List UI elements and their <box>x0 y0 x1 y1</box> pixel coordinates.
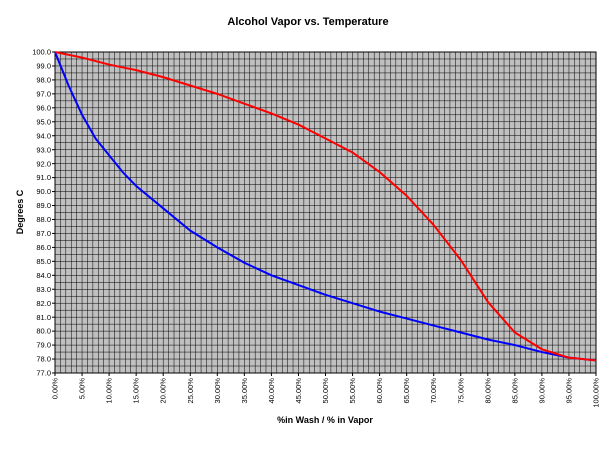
y-tick-label: 77.0 <box>36 369 51 378</box>
series-line-2 <box>54 51 597 362</box>
x-tick-label: 15.00% <box>132 378 141 404</box>
y-tick-label: 87.0 <box>36 229 51 238</box>
x-tick-label: 20.00% <box>159 378 168 404</box>
x-axis-ticks: 0.00% 5.00% 10.00% 15.00% 20.00% 25.00% 30.00%… <box>51 373 601 408</box>
y-tick-label: 99.0 <box>36 62 51 71</box>
y-tick-label: 86.0 <box>36 243 51 252</box>
y-tick-label: 90.0 <box>36 187 51 196</box>
x-tick-label: 0.00% <box>51 378 60 400</box>
series-line-1 <box>54 51 597 362</box>
y-tick-label: 89.0 <box>36 201 51 210</box>
x-tick-label: 80.00% <box>483 378 492 404</box>
y-tick-label: 82.0 <box>36 299 51 308</box>
x-tick-label: 85.00% <box>510 378 519 404</box>
x-tick-label: 65.00% <box>402 378 411 404</box>
y-tick-label: 92.0 <box>36 159 51 168</box>
y-axis-label: Degrees C <box>15 189 25 234</box>
y-tick-label: 96.0 <box>36 103 51 112</box>
x-axis-label: %in Wash / % in Vapor <box>277 415 373 425</box>
x-tick-label: 10.00% <box>105 378 114 404</box>
y-tick-label: 97.0 <box>36 89 51 98</box>
x-tick-label: 100.00% <box>592 378 601 408</box>
x-tick-label: 95.00% <box>564 378 573 404</box>
x-tick-label: 30.00% <box>213 378 222 404</box>
x-tick-label: 25.00% <box>186 378 195 404</box>
x-tick-label: 35.00% <box>240 378 249 404</box>
x-tick-label: 5.00% <box>78 378 87 400</box>
y-tick-label: 88.0 <box>36 215 51 224</box>
y-tick-label: 93.0 <box>36 145 51 154</box>
x-tick-label: 70.00% <box>429 378 438 404</box>
series-layer <box>54 51 597 362</box>
x-tick-label: 90.00% <box>537 378 546 404</box>
y-tick-label: 84.0 <box>36 271 51 280</box>
x-tick-label: 40.00% <box>267 378 276 404</box>
y-tick-label: 95.0 <box>36 117 51 126</box>
y-tick-label: 78.0 <box>36 355 51 364</box>
x-tick-label: 45.00% <box>294 378 303 404</box>
y-tick-label: 94.0 <box>36 131 51 140</box>
grid <box>55 52 596 373</box>
x-tick-label: 75.00% <box>456 378 465 404</box>
chart-title: Alcohol Vapor vs. Temperature <box>227 16 388 28</box>
y-tick-label: 79.0 <box>36 341 51 350</box>
y-tick-label: 83.0 <box>36 285 51 294</box>
y-tick-label: 100.0 <box>32 48 51 57</box>
y-tick-label: 81.0 <box>36 313 51 322</box>
y-tick-label: 98.0 <box>36 76 51 85</box>
x-tick-label: 60.00% <box>375 378 384 404</box>
y-tick-label: 85.0 <box>36 257 51 266</box>
x-tick-label: 50.00% <box>321 378 330 404</box>
y-axis-ticks: 77.0 78.0 79.0 80.0 81.0 82.0 83.0 84.0 85.0 86.0… <box>32 48 55 378</box>
y-tick-label: 80.0 <box>36 327 51 336</box>
y-tick-label: 91.0 <box>36 173 51 182</box>
x-tick-label: 55.00% <box>348 378 357 404</box>
